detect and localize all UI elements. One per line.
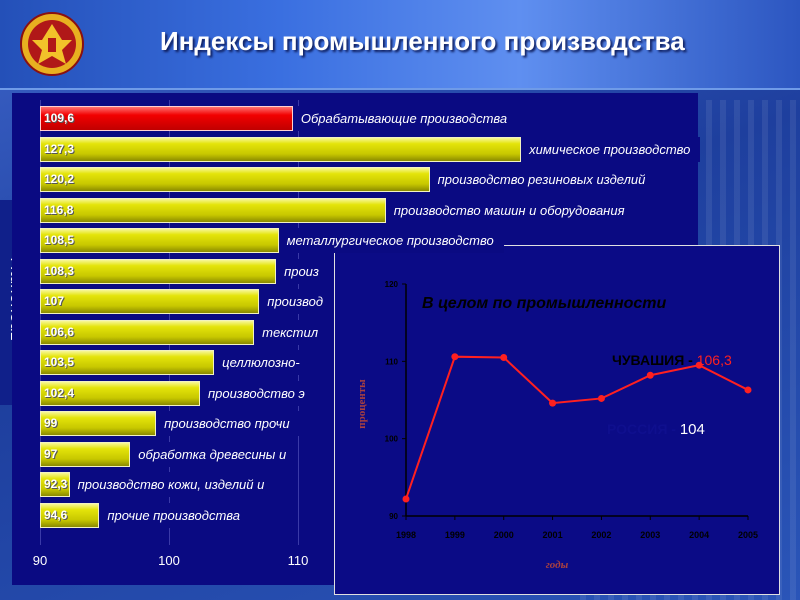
bar: 109,6 [40, 106, 293, 131]
bar-value-label: 106,6 [44, 324, 75, 339]
data-point [744, 386, 752, 394]
category-label: производ [259, 289, 334, 314]
bar-value-label: 120,2 [44, 172, 75, 186]
bar: 106,6 [40, 319, 255, 345]
category-label: обработка древесины и [130, 441, 297, 467]
category-label: производство э [199, 380, 315, 406]
category-label: текстил [254, 319, 329, 345]
data-point [402, 495, 410, 503]
bar: 108,5 [40, 228, 279, 253]
category-label: производство кожи, изделий и [69, 472, 275, 497]
category-label: целлюлозно- [214, 350, 310, 375]
x-tick-label: 90 [32, 553, 48, 568]
chuvashia-emblem-icon [20, 12, 84, 76]
bar: 99 [40, 411, 157, 436]
x-tick-label: 2004 [689, 530, 709, 540]
header-band: Индексы промышленного производства [0, 0, 800, 90]
x-tick-label: 1999 [445, 530, 465, 540]
category-label: химическое производство [521, 136, 701, 162]
bar-value-label: 108,3 [44, 263, 75, 278]
series-line [405, 355, 749, 500]
bar: 102,4 [40, 380, 200, 406]
category-label: производство машин и оборудования [385, 197, 635, 223]
x-tick-label: 1998 [396, 530, 416, 540]
bar: 103,5 [40, 350, 215, 375]
category-label: прочие производства [99, 502, 251, 528]
line-chart-title: В целом по промышленности [422, 295, 667, 312]
bar-value-label: 116,8 [44, 202, 74, 217]
category-label: производство резиновых изделий [429, 167, 656, 192]
annotation-chuvashia-name: ЧУВАШИЯ - [612, 352, 693, 368]
bar-value-label: 99 [44, 416, 58, 430]
bar: 97 [40, 441, 131, 467]
data-point [695, 361, 703, 369]
x-tick-label: 2000 [494, 530, 514, 540]
y-tick-label: 100 [385, 435, 399, 444]
annotation-russia-value: 104 [679, 421, 705, 438]
bar: 116,8 [40, 197, 386, 223]
category-label: произ [276, 258, 329, 284]
bar: 94,6 [40, 502, 100, 528]
bar: 120,2 [40, 167, 430, 192]
bar-value-label: 127,3 [44, 141, 75, 156]
annotation-russia-name: РОССИЯ - [607, 421, 676, 437]
x-tick-label: 110 [287, 553, 309, 568]
bar-value-label: 94,6 [44, 507, 68, 522]
y-tick-label: 90 [389, 512, 398, 521]
bar: 127,3 [40, 136, 522, 162]
x-tick-label: 100 [158, 553, 180, 568]
bar-value-label: 102,4 [44, 385, 75, 400]
data-point [500, 353, 508, 361]
x-axis-label: годы [546, 559, 569, 571]
bar-value-label: 103,5 [44, 355, 75, 369]
bar: 92,3 [40, 472, 70, 497]
y-axis-label: проценты [356, 379, 368, 429]
y-tick-label: 110 [385, 357, 398, 366]
bar-value-label: 109,6 [44, 111, 75, 125]
bar-value-label: 108,5 [44, 233, 75, 247]
data-point [597, 394, 605, 402]
bar-value-label: 107 [44, 294, 65, 308]
category-label: производство прочи [156, 411, 300, 436]
bar-value-label: 97 [44, 446, 58, 461]
bar: 107 [40, 289, 260, 314]
x-tick-label: 2005 [738, 530, 758, 540]
bar-value-label: 92,3 [44, 477, 68, 491]
data-point [646, 371, 654, 379]
page-title: Индексы промышленного производства [160, 26, 685, 56]
side-band [0, 200, 14, 405]
x-tick-label: 2001 [543, 530, 563, 540]
bar: 108,3 [40, 258, 277, 284]
line-chart-inset: 90 100 110 120 1998 1999 2000 2001 2002 2003 2004 2… [334, 245, 780, 595]
data-point [549, 399, 557, 407]
x-tick-label: 2002 [591, 530, 611, 540]
y-tick-label: 120 [385, 280, 399, 289]
annotation-russia: РОССИЯ - 104 [607, 421, 705, 438]
category-label: Обрабатывающие производства [292, 106, 518, 131]
annotation-chuvashia-value: 106,3 [696, 352, 732, 368]
x-tick-label: 2003 [640, 530, 660, 540]
category-label: металлургическое производство [278, 228, 504, 253]
line-chart: 90 100 110 120 1998 1999 2000 2001 2002 2003 2004 2… [356, 280, 758, 571]
data-point [451, 353, 459, 361]
annotation-chuvashia: ЧУВАШИЯ - 106,3 [612, 352, 732, 368]
